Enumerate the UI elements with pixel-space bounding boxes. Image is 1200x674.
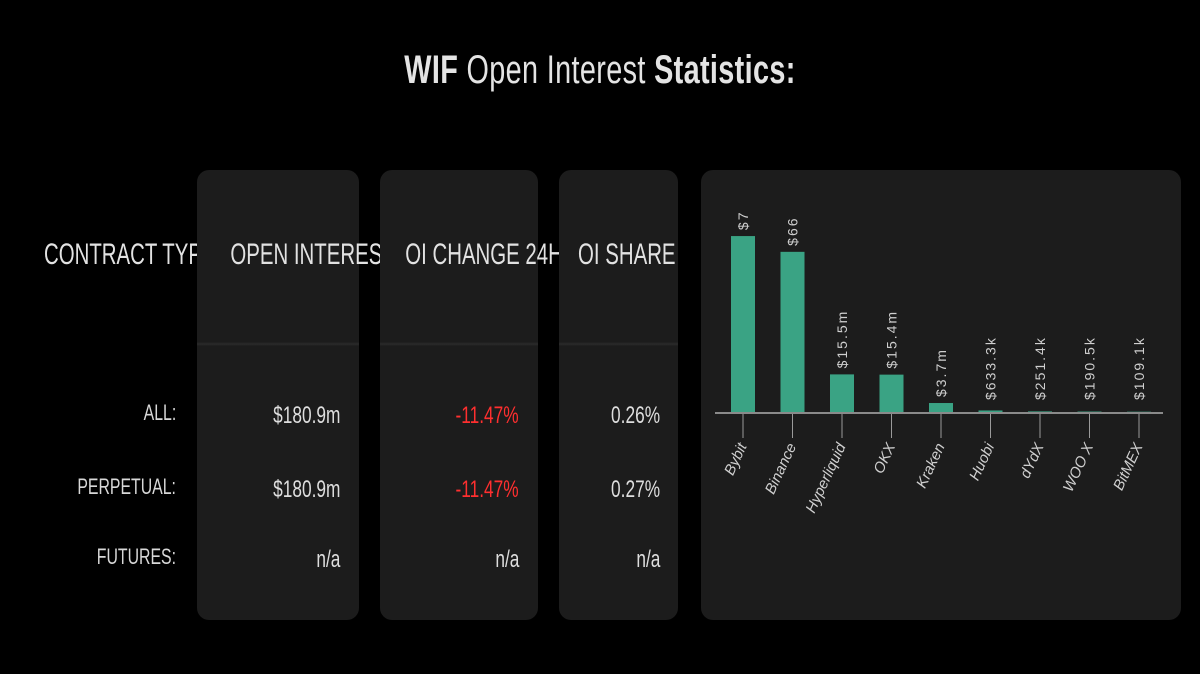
x-tick-label: dYdX bbox=[1017, 440, 1048, 481]
bar-value-label: $7 bbox=[735, 210, 751, 230]
title-token: WIF bbox=[404, 48, 459, 92]
header-oi-share: OI SHARE bbox=[578, 238, 676, 271]
bar-value-label: $66 bbox=[785, 216, 801, 245]
oi-change-panel bbox=[380, 170, 538, 620]
bar-value-label: $3.7m bbox=[933, 348, 949, 397]
cell-change-futures: n/a bbox=[494, 546, 519, 573]
cell-oi-perpetual: $180.9m bbox=[272, 476, 340, 503]
title-middle: Open Interest bbox=[458, 48, 655, 92]
title-end: Statistics: bbox=[654, 48, 796, 92]
exchange-bar-chart: $7 Bybit $66 Binance $15.5m Hyperliquid $15.4m… bbox=[715, 210, 1163, 516]
cell-oi-all: $180.9m bbox=[272, 402, 340, 429]
cell-change-all: -11.47% bbox=[455, 402, 519, 429]
cell-oi-futures: n/a bbox=[315, 546, 340, 573]
header-contract-type: CONTRACT TYPE bbox=[44, 238, 216, 271]
oi-share-panel bbox=[559, 170, 678, 620]
x-tick-label: OKX bbox=[870, 440, 899, 477]
header-oi-change: OI CHANGE 24H bbox=[405, 238, 563, 271]
cell-share-futures: n/a bbox=[635, 546, 660, 573]
bar-value-label: $190.5k bbox=[1082, 336, 1098, 400]
bar-value-label: $15.5m bbox=[834, 310, 850, 369]
bar-value-label: $109.1k bbox=[1131, 336, 1147, 400]
bar-bybit bbox=[731, 236, 755, 412]
x-tick-label: Kraken bbox=[913, 441, 948, 491]
cell-share-all: 0.26% bbox=[610, 402, 660, 429]
open-interest-panel bbox=[197, 170, 359, 620]
row-label-futures: FUTURES: bbox=[96, 544, 176, 569]
x-tick-label: BitMEX bbox=[1110, 440, 1147, 493]
row-label-all: ALL: bbox=[143, 400, 176, 425]
x-tick-label: Binance bbox=[762, 441, 800, 497]
header-open-interest: OPEN INTEREST bbox=[230, 238, 395, 271]
bar-value-label: $251.4k bbox=[1032, 336, 1048, 400]
panel-divider bbox=[380, 342, 538, 346]
cell-change-perpetual: -11.47% bbox=[455, 476, 519, 503]
bar-huobi bbox=[978, 410, 1003, 412]
bar-okx bbox=[879, 374, 904, 412]
exchange-bar-chart-panel: $7 Bybit $66 Binance $15.5m Hyperliquid $15.4m… bbox=[701, 170, 1181, 620]
panel-divider bbox=[559, 342, 678, 346]
x-tick-label: WOO X bbox=[1060, 440, 1098, 495]
x-tick-label: Bybit bbox=[721, 440, 751, 478]
bar-hyperliquid bbox=[830, 374, 854, 412]
x-tick-label: Huobi bbox=[966, 440, 998, 483]
panel-divider bbox=[197, 342, 359, 346]
cell-share-perpetual: 0.27% bbox=[610, 476, 660, 503]
bar-kraken bbox=[929, 403, 953, 412]
bar-value-label: $633.3k bbox=[983, 336, 999, 400]
bar-binance bbox=[780, 251, 805, 412]
page-title: WIF Open Interest Statistics: bbox=[168, 48, 1032, 93]
x-tick-label: Hyperliquid bbox=[803, 440, 850, 516]
row-label-perpetual: PERPETUAL: bbox=[77, 474, 176, 499]
bar-dydx bbox=[1028, 411, 1052, 412]
bar-value-label: $15.4m bbox=[884, 310, 900, 369]
